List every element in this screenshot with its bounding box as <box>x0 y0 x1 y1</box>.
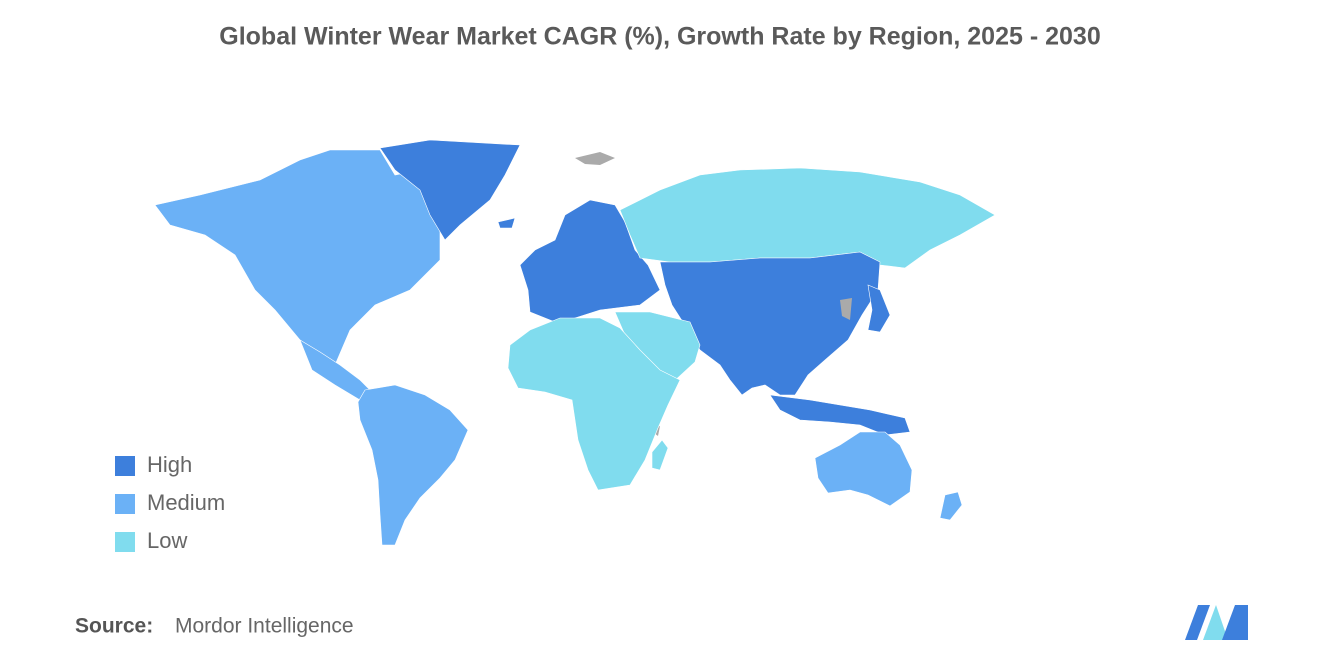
region <box>357 384 469 546</box>
region <box>497 217 516 229</box>
region <box>507 317 681 491</box>
korea <box>840 298 852 320</box>
chart-title: Global Winter Wear Market CAGR (%), Grow… <box>219 23 1100 51</box>
region <box>867 284 891 333</box>
source-label: Source: <box>75 615 153 638</box>
region <box>814 431 913 507</box>
region <box>379 139 521 241</box>
region <box>651 439 669 471</box>
legend: High Medium Low <box>115 452 225 553</box>
region <box>154 149 441 366</box>
logo <box>1185 605 1248 640</box>
legend-label: Medium <box>147 490 225 515</box>
region <box>939 491 963 521</box>
region <box>619 167 996 269</box>
legend-label: High <box>147 452 192 477</box>
world-map <box>154 139 996 546</box>
region <box>519 199 661 323</box>
svalbard <box>575 152 615 165</box>
legend-label: Low <box>147 528 187 553</box>
region <box>769 394 911 436</box>
region <box>659 251 881 396</box>
source: Mordor Intelligence <box>175 615 354 638</box>
legend-swatch <box>115 456 135 476</box>
legend-swatch <box>115 494 135 514</box>
legend-swatch <box>115 532 135 552</box>
